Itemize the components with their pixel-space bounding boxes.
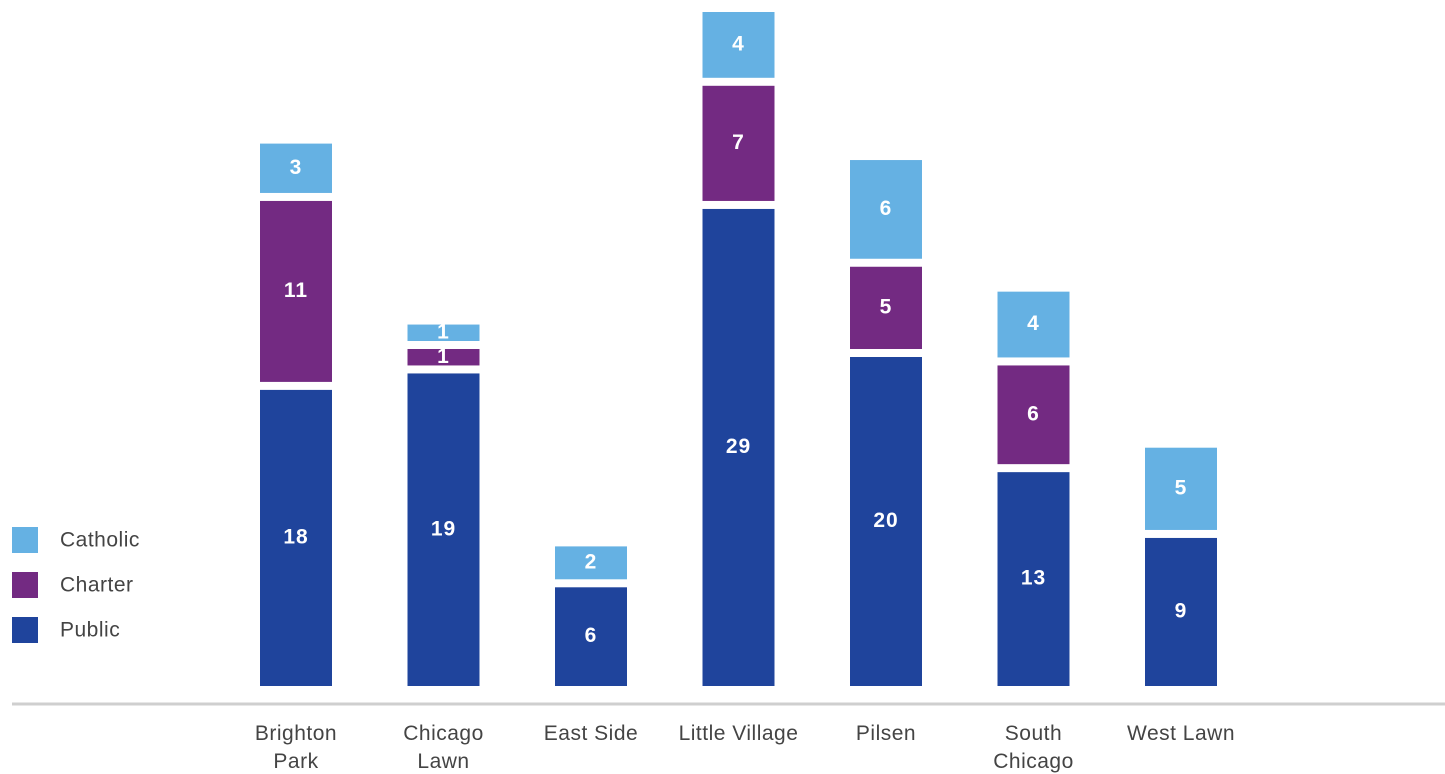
x-tick-label: Pilsen bbox=[855, 722, 917, 745]
data-label: 13 bbox=[1021, 567, 1046, 590]
data-label: 1 bbox=[437, 320, 450, 343]
x-tick-label: Brighton Park bbox=[254, 722, 338, 773]
data-label: 6 bbox=[585, 624, 598, 647]
data-label: 11 bbox=[284, 279, 308, 302]
x-tick-label: South Chicago bbox=[993, 722, 1074, 773]
data-label: 19 bbox=[431, 517, 456, 540]
data-label: 6 bbox=[880, 197, 893, 220]
bar-segment bbox=[260, 200, 332, 382]
bar-segment bbox=[555, 587, 627, 686]
bar-segment bbox=[1145, 537, 1217, 686]
data-label: 5 bbox=[1175, 476, 1188, 499]
bar-segment bbox=[850, 266, 922, 349]
data-label: 7 bbox=[732, 131, 745, 154]
data-label: 4 bbox=[732, 32, 745, 55]
data-label: 5 bbox=[880, 295, 893, 318]
legend-swatch bbox=[12, 527, 38, 553]
data-label: 18 bbox=[283, 525, 308, 548]
data-label: 20 bbox=[873, 509, 898, 532]
bar-segment bbox=[850, 357, 922, 686]
legend-label: Catholic bbox=[60, 529, 140, 552]
bar-segment bbox=[997, 472, 1070, 686]
bar-segment bbox=[702, 85, 775, 201]
legend-swatch bbox=[12, 617, 38, 643]
bar-segment bbox=[1145, 447, 1217, 530]
legend-label: Public bbox=[60, 619, 120, 642]
data-label: 1 bbox=[437, 345, 450, 368]
data-label: 4 bbox=[1027, 312, 1040, 335]
data-label: 6 bbox=[1027, 402, 1040, 425]
bar-segment bbox=[260, 143, 332, 193]
x-tick-label: West Lawn bbox=[1127, 722, 1235, 745]
bar-segment bbox=[997, 291, 1070, 358]
bar-segment bbox=[260, 389, 332, 686]
data-label: 29 bbox=[726, 435, 751, 458]
x-tick-label: Chicago Lawn bbox=[403, 722, 484, 773]
legend-label: Charter bbox=[60, 574, 134, 597]
bar-segment bbox=[702, 12, 775, 78]
bar-segment bbox=[702, 208, 775, 686]
bar-segment bbox=[407, 373, 480, 686]
data-label: 9 bbox=[1175, 600, 1188, 623]
x-tick-label: Little Village bbox=[678, 722, 799, 745]
bar-segment bbox=[407, 324, 480, 341]
bar-segment bbox=[407, 349, 480, 366]
bar-segment bbox=[850, 160, 922, 259]
data-label: 2 bbox=[585, 550, 598, 573]
bar-segment bbox=[997, 365, 1070, 465]
legend-swatch bbox=[12, 572, 38, 598]
data-label: 3 bbox=[290, 156, 303, 179]
x-tick-label: East Side bbox=[543, 722, 639, 745]
bar-segment bbox=[555, 546, 627, 580]
